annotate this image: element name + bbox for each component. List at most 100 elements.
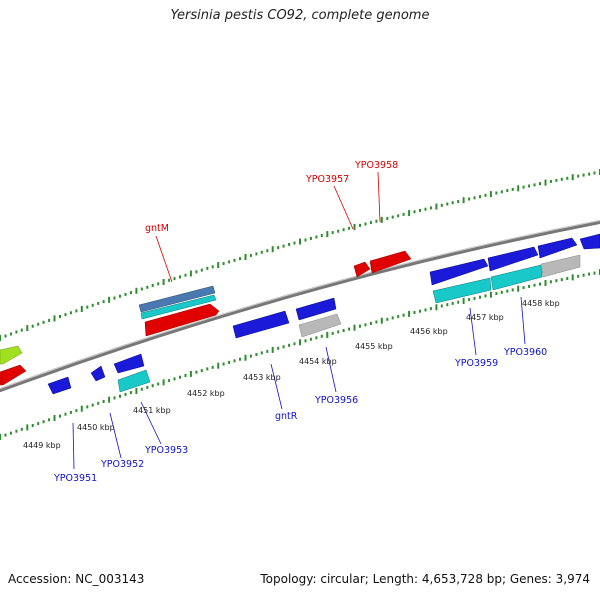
minor-tick xyxy=(255,353,258,356)
minor-tick xyxy=(179,375,181,379)
minor-tick xyxy=(588,272,591,276)
reverse-gene-labels: YPO3951 YPO3952 YPO3953 gntR YPO3956 YPO… xyxy=(53,347,547,484)
minor-tick xyxy=(375,320,378,324)
minor-tick xyxy=(577,174,580,178)
minor-tick xyxy=(593,171,596,175)
minor-tick xyxy=(364,222,367,226)
minor-tick xyxy=(97,301,100,305)
minor-tick xyxy=(593,271,596,275)
gene-arrow-forward[interactable] xyxy=(0,364,27,386)
gene-label-gntR[interactable]: gntR xyxy=(275,411,298,422)
major-tick xyxy=(544,280,547,286)
minor-tick xyxy=(468,197,471,201)
minor-tick xyxy=(522,286,525,290)
minor-tick xyxy=(184,374,187,377)
minor-tick xyxy=(511,288,514,292)
minor-tick xyxy=(200,268,203,272)
minor-tick xyxy=(206,266,209,270)
gene-arrow-forward[interactable] xyxy=(579,233,600,250)
major-tick xyxy=(489,291,492,298)
major-tick xyxy=(489,191,492,198)
gene-label-YPO3957[interactable]: YPO3957 xyxy=(305,174,349,185)
gene-arrow-forward[interactable] xyxy=(537,237,578,259)
gene-arrow-gntM-red[interactable] xyxy=(144,303,220,337)
major-tick xyxy=(408,310,411,317)
gene-arrow-YPO3951[interactable] xyxy=(47,376,72,395)
gene-arrow-reverse-gray[interactable] xyxy=(540,254,581,278)
minor-tick xyxy=(64,313,67,317)
major-tick xyxy=(544,179,547,186)
forward-tick-track xyxy=(0,169,600,341)
gene-label-YPO3958[interactable]: YPO3958 xyxy=(354,160,398,171)
minor-tick xyxy=(342,329,345,332)
gene-arrow-gntR[interactable] xyxy=(232,310,290,339)
minor-tick xyxy=(69,410,72,414)
minor-tick xyxy=(473,296,476,300)
minor-tick xyxy=(282,244,285,248)
gene-label-YPO3952[interactable]: YPO3952 xyxy=(100,459,144,470)
gene-label-YPO3959[interactable]: YPO3959 xyxy=(454,358,498,369)
minor-tick xyxy=(500,190,503,194)
label-callouts xyxy=(72,171,526,470)
forward-gene-labels: gntM YPO3957 YPO3958 xyxy=(145,160,398,234)
gene-arrow-gntM-steel[interactable] xyxy=(138,285,216,313)
major-tick xyxy=(326,331,329,338)
gene-label-YPO3951[interactable]: YPO3951 xyxy=(53,473,97,484)
gene-label-gntM[interactable]: gntM xyxy=(145,223,169,234)
gene-arrow-YPO3959[interactable] xyxy=(432,277,492,304)
minor-tick xyxy=(288,243,291,246)
minor-tick xyxy=(9,431,12,435)
minor-tick xyxy=(140,287,143,291)
major-tick xyxy=(53,415,56,421)
minor-tick xyxy=(320,234,323,237)
callout-YPO3956 xyxy=(325,346,337,393)
major-tick xyxy=(299,339,301,346)
major-tick xyxy=(0,335,1,341)
gene-arrow-YPO3953[interactable] xyxy=(113,353,145,374)
kbp-label: 4455 kbp xyxy=(355,342,393,351)
minor-tick xyxy=(348,327,351,331)
minor-tick xyxy=(315,235,318,239)
minor-tick xyxy=(59,315,61,318)
kbp-label: 4452 kbp xyxy=(187,389,225,398)
gene-arrow-YPO3957[interactable] xyxy=(353,261,371,278)
gene-arrow-forward[interactable] xyxy=(487,246,539,272)
minor-tick xyxy=(206,367,209,371)
gene-label-YPO3956[interactable]: YPO3956 xyxy=(314,395,358,406)
minor-tick xyxy=(304,238,307,242)
gene-arrow-YPO3953-cyan[interactable] xyxy=(117,369,151,393)
minor-tick xyxy=(260,351,263,355)
callout-gntR xyxy=(270,363,283,410)
gene-arrow-YPO3960[interactable] xyxy=(490,264,543,291)
kbp-label: 4449 kbp xyxy=(23,441,61,450)
minor-tick xyxy=(20,328,23,332)
minor-tick xyxy=(75,309,78,313)
gene-arrow-YPO3952[interactable] xyxy=(90,365,106,382)
minor-tick xyxy=(48,318,51,322)
gene-arrow-YPO3958[interactable] xyxy=(369,250,412,274)
minor-tick xyxy=(582,273,585,277)
minor-tick xyxy=(249,253,252,257)
gene-arrow-forward[interactable] xyxy=(0,345,23,365)
gene-arrow-forward[interactable] xyxy=(429,258,489,286)
genome-backbone-highlight xyxy=(0,220,600,390)
gene-arrow-YPO3956[interactable] xyxy=(295,297,337,321)
minor-tick xyxy=(566,277,569,280)
minor-tick xyxy=(555,178,558,182)
major-tick xyxy=(326,231,329,238)
minor-tick xyxy=(102,400,105,403)
minor-tick xyxy=(129,291,132,295)
minor-tick xyxy=(419,209,421,212)
minor-tick xyxy=(397,315,400,319)
gene-label-YPO3953[interactable]: YPO3953 xyxy=(144,445,188,456)
major-tick xyxy=(571,274,574,281)
minor-tick xyxy=(522,185,525,189)
minor-tick xyxy=(440,203,443,207)
minor-tick xyxy=(255,252,258,256)
minor-tick xyxy=(451,201,454,205)
minor-tick xyxy=(86,405,89,409)
gene-arrow-gntM-cyan[interactable] xyxy=(140,294,217,320)
gene-label-YPO3960[interactable]: YPO3960 xyxy=(503,347,547,358)
major-tick xyxy=(408,210,411,217)
gene-arrow-YPO3956-gray[interactable] xyxy=(298,313,342,338)
